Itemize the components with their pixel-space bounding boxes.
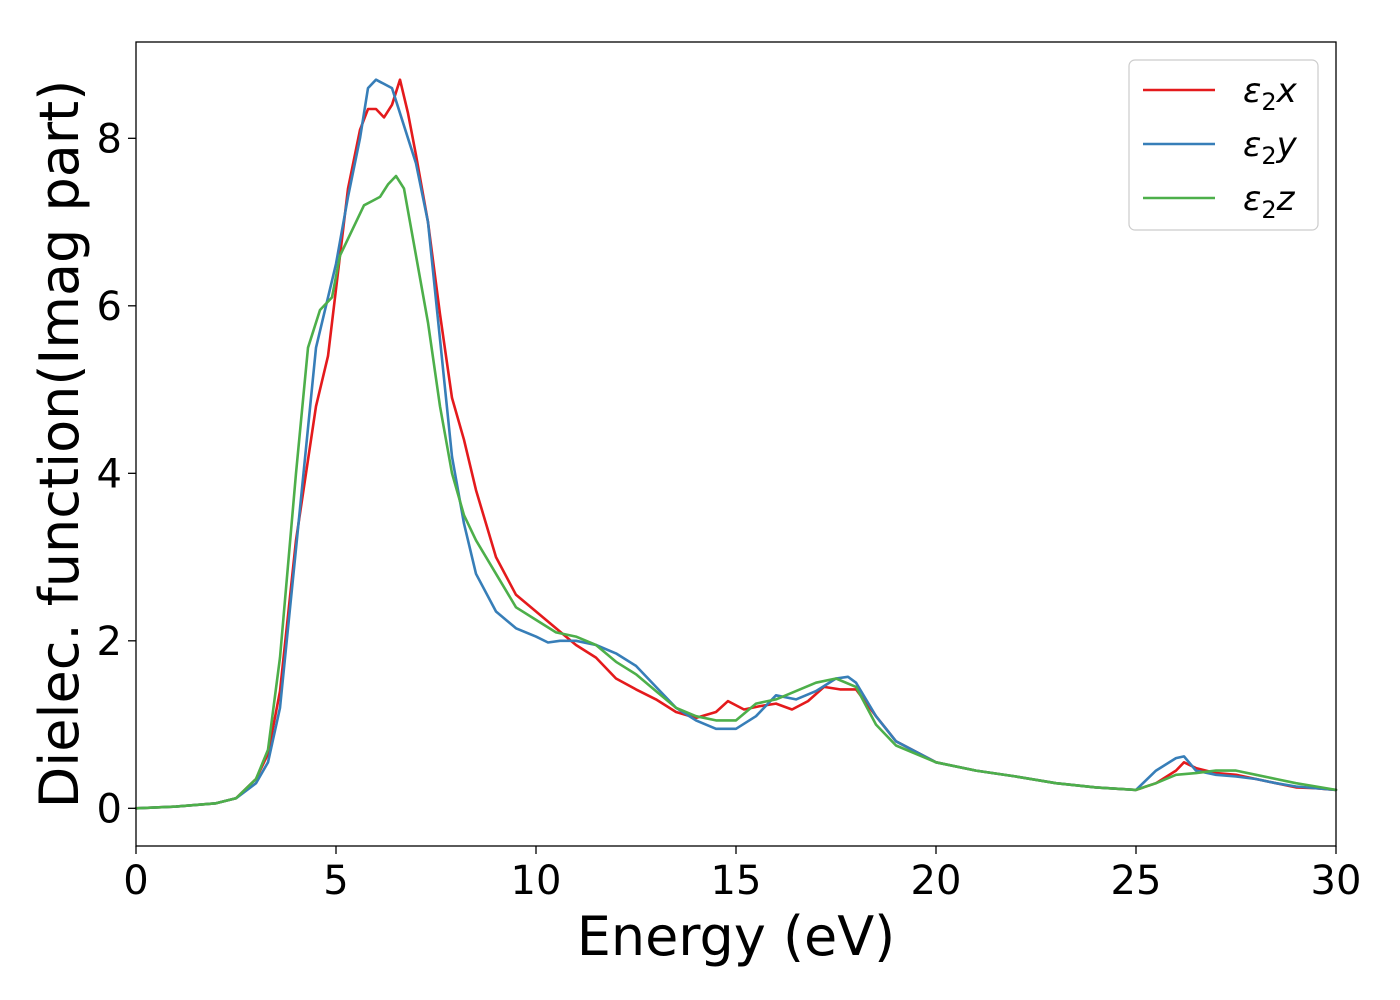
x-axis-ticks: 0 5 10 15 20 25 30 — [123, 846, 1361, 904]
x-tick-label: 30 — [1311, 858, 1362, 904]
series-line-y — [134, 78, 1338, 810]
y-tick-label: 8 — [97, 116, 122, 162]
legend-entry-z: ε2z — [1243, 179, 1296, 224]
y-axis-ticks: 0 2 4 6 8 — [97, 116, 136, 832]
legend: ε2x ε2y ε2z — [1128, 59, 1319, 231]
x-tick-label: 15 — [711, 858, 762, 904]
legend-entry-x: ε2x — [1243, 71, 1298, 116]
y-tick-label: 4 — [97, 451, 122, 497]
x-tick-label: 20 — [911, 858, 962, 904]
series-layer — [134, 78, 1338, 810]
x-tick-label: 10 — [511, 858, 562, 904]
y-tick-label: 0 — [97, 786, 122, 832]
x-tick-label: 25 — [1111, 858, 1162, 904]
y-tick-label: 6 — [97, 284, 122, 330]
x-tick-label: 5 — [323, 858, 348, 904]
y-axis-label: Dielec. function(Imag part) — [28, 80, 91, 809]
x-axis-label: Energy (eV) — [577, 905, 896, 968]
legend-entry-y: ε2y — [1243, 125, 1298, 170]
x-tick-label: 0 — [123, 858, 148, 904]
series-line-z — [134, 174, 1338, 810]
legend-box — [1128, 59, 1319, 231]
y-tick-label: 2 — [97, 619, 122, 665]
